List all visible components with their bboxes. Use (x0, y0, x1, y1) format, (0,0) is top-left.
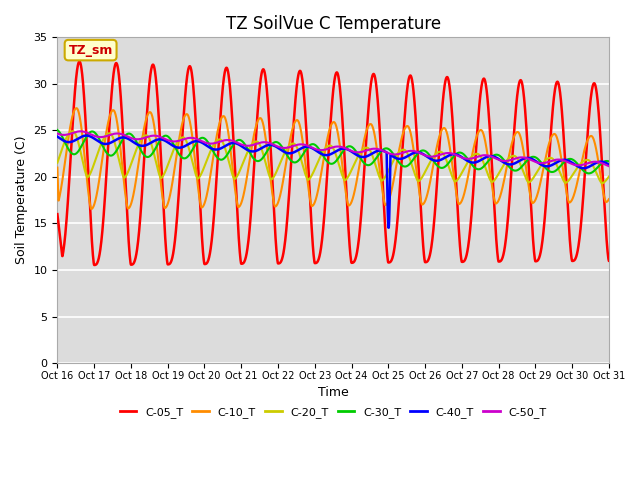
C-10_T (557, 152, 564, 157)
C-30_T (54, 127, 61, 133)
C-50_T (207, 141, 215, 146)
C-05_T (349, 260, 357, 265)
C-20_T (605, 174, 612, 180)
C-10_T (54, 165, 61, 170)
C-40_T (54, 134, 61, 140)
C-50_T (557, 157, 564, 163)
C-20_T (349, 164, 357, 169)
Text: TZ_sm: TZ_sm (68, 44, 113, 57)
C-40_T (385, 225, 392, 230)
C-30_T (493, 152, 501, 157)
C-30_T (572, 159, 579, 165)
C-10_T (572, 185, 580, 191)
C-20_T (54, 160, 61, 166)
C-40_T (83, 132, 90, 138)
C-50_T (493, 156, 501, 162)
C-05_T (362, 149, 369, 155)
C-30_T (556, 164, 564, 169)
C-20_T (69, 128, 77, 134)
Title: TZ SoilVue C Temperature: TZ SoilVue C Temperature (225, 15, 441, 33)
C-05_T (90, 262, 98, 268)
Line: C-05_T: C-05_T (58, 61, 609, 265)
Line: C-20_T: C-20_T (58, 131, 609, 183)
C-10_T (208, 164, 216, 170)
C-05_T (605, 258, 612, 264)
C-30_T (207, 145, 215, 151)
C-20_T (362, 145, 369, 151)
C-20_T (598, 180, 606, 186)
C-50_T (572, 162, 579, 168)
C-50_T (349, 149, 357, 155)
C-30_T (585, 170, 593, 176)
C-10_T (605, 196, 612, 202)
C-10_T (88, 206, 95, 212)
X-axis label: Time: Time (318, 386, 349, 399)
C-05_T (572, 254, 580, 260)
C-05_T (494, 254, 502, 260)
Y-axis label: Soil Temperature (C): Soil Temperature (C) (15, 136, 28, 264)
C-40_T (605, 162, 612, 168)
C-50_T (362, 148, 369, 154)
C-20_T (557, 171, 564, 177)
C-30_T (349, 145, 356, 151)
C-20_T (493, 173, 501, 179)
C-30_T (605, 158, 612, 164)
C-05_T (208, 238, 216, 243)
C-05_T (557, 94, 564, 100)
Line: C-50_T: C-50_T (58, 132, 609, 166)
C-50_T (77, 129, 84, 134)
C-10_T (73, 105, 81, 111)
C-40_T (572, 162, 580, 168)
C-40_T (349, 150, 357, 156)
C-10_T (349, 193, 357, 199)
C-50_T (54, 131, 61, 136)
C-40_T (494, 156, 502, 161)
Line: C-10_T: C-10_T (58, 108, 609, 209)
C-40_T (362, 154, 369, 160)
C-05_T (54, 211, 61, 217)
C-10_T (362, 132, 369, 137)
C-10_T (494, 199, 502, 205)
C-50_T (605, 163, 612, 169)
C-30_T (361, 161, 369, 167)
C-20_T (572, 168, 579, 173)
Line: C-30_T: C-30_T (58, 130, 609, 173)
C-40_T (207, 145, 215, 151)
C-20_T (207, 146, 215, 152)
Line: C-40_T: C-40_T (58, 135, 609, 228)
Legend: C-05_T, C-10_T, C-20_T, C-30_T, C-40_T, C-50_T: C-05_T, C-10_T, C-20_T, C-30_T, C-40_T, … (115, 403, 551, 422)
C-05_T (76, 59, 83, 64)
C-40_T (557, 157, 564, 163)
